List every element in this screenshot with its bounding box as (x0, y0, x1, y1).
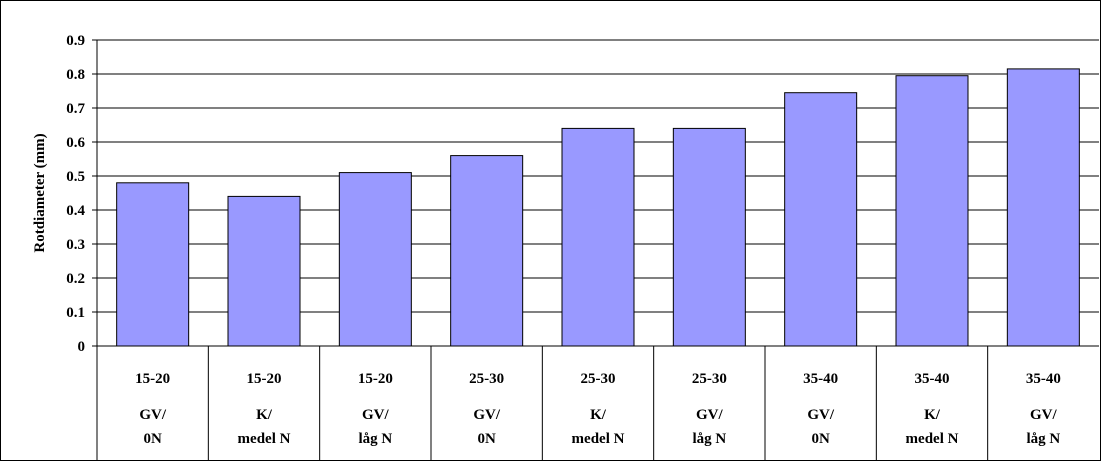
x-range-label: 35-40 (1026, 371, 1061, 387)
x-treatment-label: K/ (924, 407, 941, 423)
x-treatment-label: GV/ (139, 407, 167, 423)
x-category-labels: 15-20 GV/0N 15-20 K/medel N 15-20 GV/låg N 25-… (135, 371, 1061, 447)
x-range-label: 25-30 (469, 371, 504, 387)
bar (227, 195, 301, 347)
bar (784, 92, 858, 347)
x-treatment-label: K/ (256, 407, 273, 423)
x-range-label: 15-20 (247, 371, 282, 387)
y-tick-label: 0.3 (66, 237, 85, 253)
y-tick-label: 0.6 (66, 135, 85, 151)
x-range-label: 15-20 (358, 371, 393, 387)
y-tick-label: 0.1 (66, 305, 85, 321)
y-tick-label: 0.7 (66, 101, 85, 117)
x-range-label: 25-30 (581, 371, 616, 387)
bar (672, 127, 746, 347)
x-treatment-label: GV/ (1030, 407, 1058, 423)
bar (338, 172, 412, 347)
y-tick-label: 0.8 (66, 67, 85, 83)
x-treatment-label: GV/ (362, 407, 390, 423)
y-tick-label: 0.4 (66, 203, 85, 219)
y-tick-labels: 0 0.1 0.2 0.3 0.4 0.5 0.6 0.7 0.8 0.9 (66, 33, 85, 355)
x-treatment-label: medel N (906, 431, 959, 447)
bar (561, 127, 635, 347)
x-treatment-label: låg N (692, 431, 726, 447)
y-tick-label: 0.2 (66, 271, 85, 287)
x-treatment-label: K/ (590, 407, 607, 423)
y-tick-label: 0 (78, 339, 86, 355)
x-treatment-label: 0N (811, 431, 830, 447)
x-treatment-label: låg N (358, 431, 392, 447)
bar (1006, 68, 1080, 347)
bar (895, 75, 969, 347)
y-tick-label: 0.9 (66, 33, 85, 49)
y-tick-label: 0.5 (66, 169, 85, 185)
axes (92, 39, 1099, 461)
x-treatment-label: GV/ (807, 407, 835, 423)
x-treatment-label: GV/ (696, 407, 724, 423)
x-treatment-label: låg N (1026, 431, 1060, 447)
x-treatment-label: medel N (572, 431, 625, 447)
x-treatment-label: GV/ (473, 407, 501, 423)
y-axis-title: Rotdiameter (mm) (32, 133, 48, 252)
x-range-label: 35-40 (803, 371, 838, 387)
x-treatment-label: 0N (477, 431, 496, 447)
x-range-label: 25-30 (692, 371, 727, 387)
x-treatment-label: medel N (238, 431, 291, 447)
x-range-label: 35-40 (915, 371, 950, 387)
bar (450, 155, 524, 347)
bars (116, 68, 1080, 347)
x-range-label: 15-20 (135, 371, 170, 387)
x-treatment-label: 0N (143, 431, 162, 447)
bar (116, 182, 190, 347)
